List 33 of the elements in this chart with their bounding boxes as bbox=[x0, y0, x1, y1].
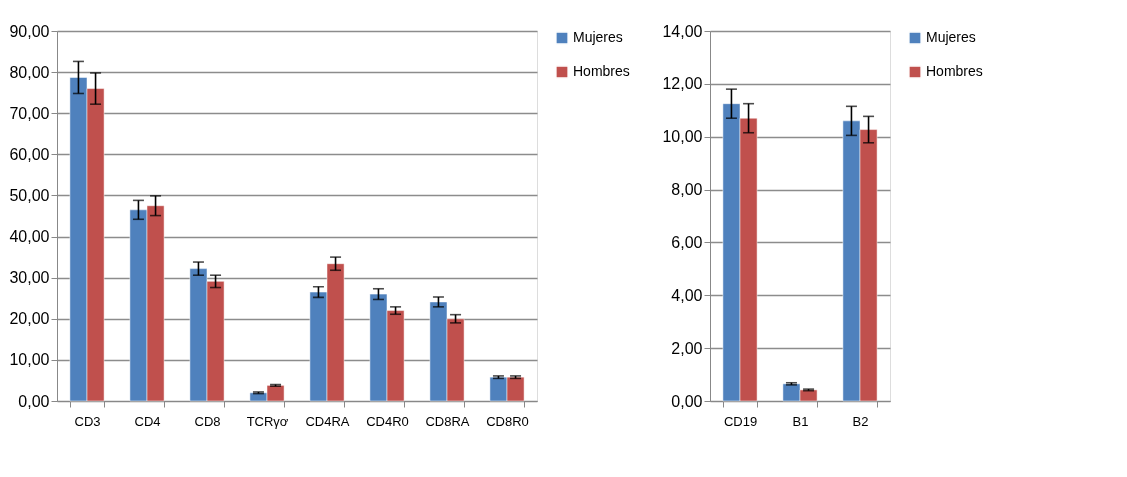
y-tick-label: 60,00 bbox=[9, 145, 50, 163]
x-tick-label: CD8RA bbox=[425, 413, 470, 429]
x-tick-label: B2 bbox=[852, 413, 869, 429]
y-tick-label: 20,00 bbox=[9, 310, 50, 328]
x-tick-label: B1 bbox=[792, 413, 809, 429]
y-tick-label: 6,00 bbox=[671, 233, 703, 251]
y-tick-label: 12,00 bbox=[662, 75, 703, 93]
x-tick-label: CD8R0 bbox=[486, 413, 529, 429]
y-tick-label: 8,00 bbox=[671, 181, 703, 199]
legend-label: Hombres bbox=[926, 63, 983, 79]
y-tick-label: 50,00 bbox=[9, 186, 50, 204]
y-tick-label: 80,00 bbox=[9, 63, 50, 81]
x-tick-label: CD4 bbox=[134, 413, 161, 429]
y-tick-label: 14,00 bbox=[662, 22, 703, 40]
x-tick-label: CD8 bbox=[194, 413, 221, 429]
x-tick-label: TCRγơ bbox=[246, 413, 289, 429]
legend-label: Mujeres bbox=[926, 29, 976, 45]
legend-label: Hombres bbox=[573, 63, 630, 79]
y-tick-label: 10,00 bbox=[662, 128, 703, 146]
y-tick-label: 0,00 bbox=[18, 392, 50, 410]
y-tick-label: 70,00 bbox=[9, 104, 50, 122]
y-tick-label: 30,00 bbox=[9, 269, 50, 287]
x-tick-label: CD4RA bbox=[305, 413, 350, 429]
y-tick-label: 90,00 bbox=[9, 22, 50, 40]
legend-label: Mujeres bbox=[573, 29, 623, 45]
x-tick-label: CD3 bbox=[74, 413, 101, 429]
y-tick-label: 2,00 bbox=[671, 339, 703, 357]
x-tick-label: CD19 bbox=[723, 413, 758, 429]
y-tick-label: 4,00 bbox=[671, 286, 703, 304]
x-tick-label: CD4R0 bbox=[366, 413, 409, 429]
y-tick-label: 0,00 bbox=[671, 392, 703, 410]
y-tick-label: 40,00 bbox=[9, 228, 50, 246]
y-tick-label: 10,00 bbox=[9, 351, 50, 369]
